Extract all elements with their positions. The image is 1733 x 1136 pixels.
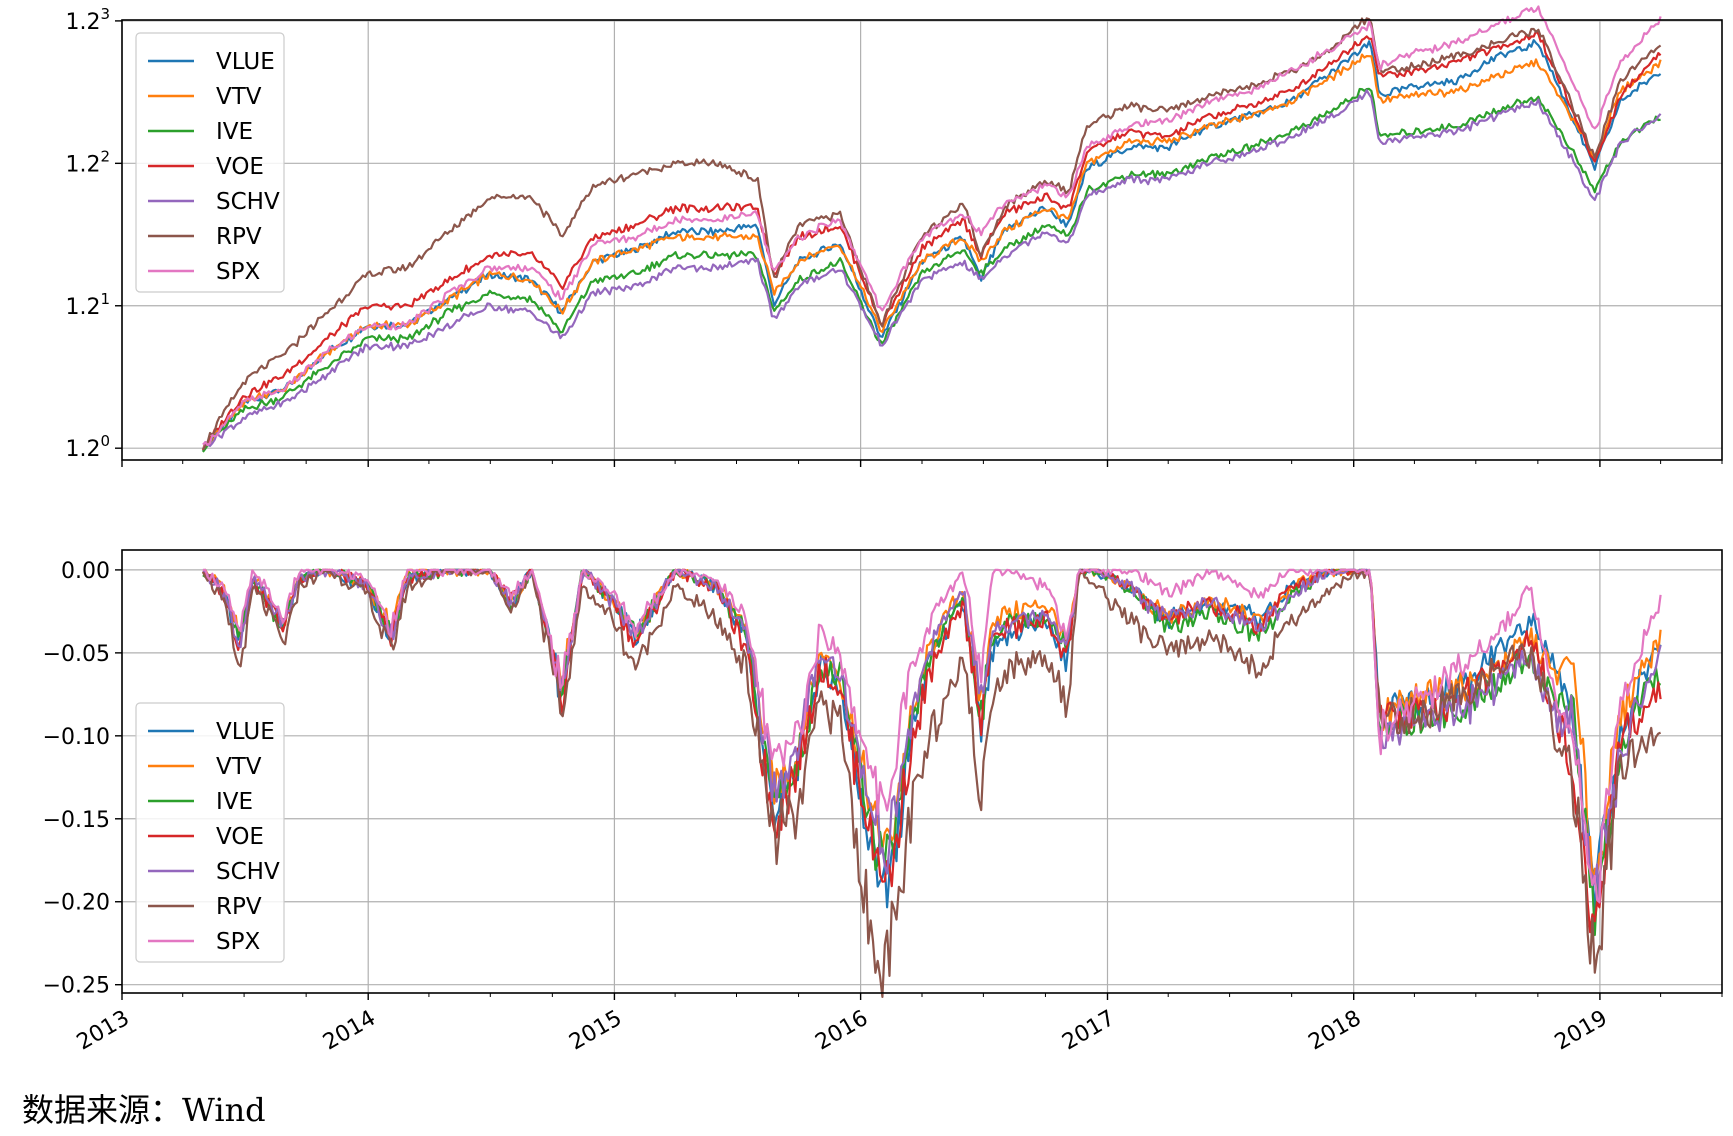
legend-label: SCHV: [216, 859, 280, 885]
y-tick-label: −0.10: [43, 725, 110, 750]
y-tick-label: 1.20: [65, 432, 110, 462]
y-tick-base: 1.2: [65, 295, 100, 320]
top-legend: VLUE VTV IVE VOE SCHV RPV SPX: [135, 32, 285, 293]
legend-label: IVE: [216, 119, 253, 145]
bottom-legend: VLUE VTV IVE VOE SCHV RPV SPX: [135, 702, 285, 963]
legend-label: VOE: [216, 824, 264, 850]
legend-label: SCHV: [216, 189, 280, 215]
y-tick-label: −0.15: [43, 808, 110, 833]
series-line-rpv: [201, 17, 1662, 451]
y-tick-exponent: 3: [100, 5, 110, 23]
y-tick-label: 0.00: [61, 559, 110, 584]
series-line-spx: [202, 568, 1662, 904]
series-line-spx: [202, 5, 1662, 447]
y-tick-exponent: 2: [100, 147, 110, 165]
top-series: [201, 5, 1662, 453]
source-note: 数据来源：Wind: [22, 1091, 266, 1129]
series-line-ive: [202, 87, 1661, 453]
legend-label: IVE: [216, 789, 253, 815]
legend-label: VLUE: [216, 49, 275, 75]
bottom-series: [201, 568, 1662, 998]
legend-box: [135, 32, 285, 293]
series-line-voe: [201, 30, 1662, 451]
y-tick-base: 1.2: [65, 437, 100, 462]
y-tick-label: −0.25: [43, 974, 110, 999]
y-tick-label: −0.05: [43, 642, 110, 667]
legend-label: VTV: [216, 84, 262, 110]
y-tick-base: 1.2: [65, 10, 100, 35]
y-tick-label: −0.20: [43, 891, 110, 916]
y-tick-base: 1.2: [65, 152, 100, 177]
legend-label: VLUE: [216, 719, 275, 745]
legend-label: VOE: [216, 154, 264, 180]
y-tick-label: 1.22: [65, 147, 110, 177]
legend-box: [135, 702, 285, 963]
legend-label: RPV: [216, 224, 262, 250]
y-tick-label: 1.21: [65, 290, 110, 320]
y-tick-label: 1.23: [65, 5, 110, 35]
legend-label: SPX: [216, 929, 260, 955]
series-line-schv: [201, 89, 1662, 451]
top-axes: 1.201.211.221.23: [65, 5, 1723, 467]
y-tick-exponent: 0: [100, 432, 110, 450]
legend-label: VTV: [216, 754, 262, 780]
y-tick-exponent: 1: [100, 290, 110, 308]
legend-label: RPV: [216, 894, 262, 920]
legend-label: SPX: [216, 259, 260, 285]
series-line-vtv: [201, 53, 1662, 451]
